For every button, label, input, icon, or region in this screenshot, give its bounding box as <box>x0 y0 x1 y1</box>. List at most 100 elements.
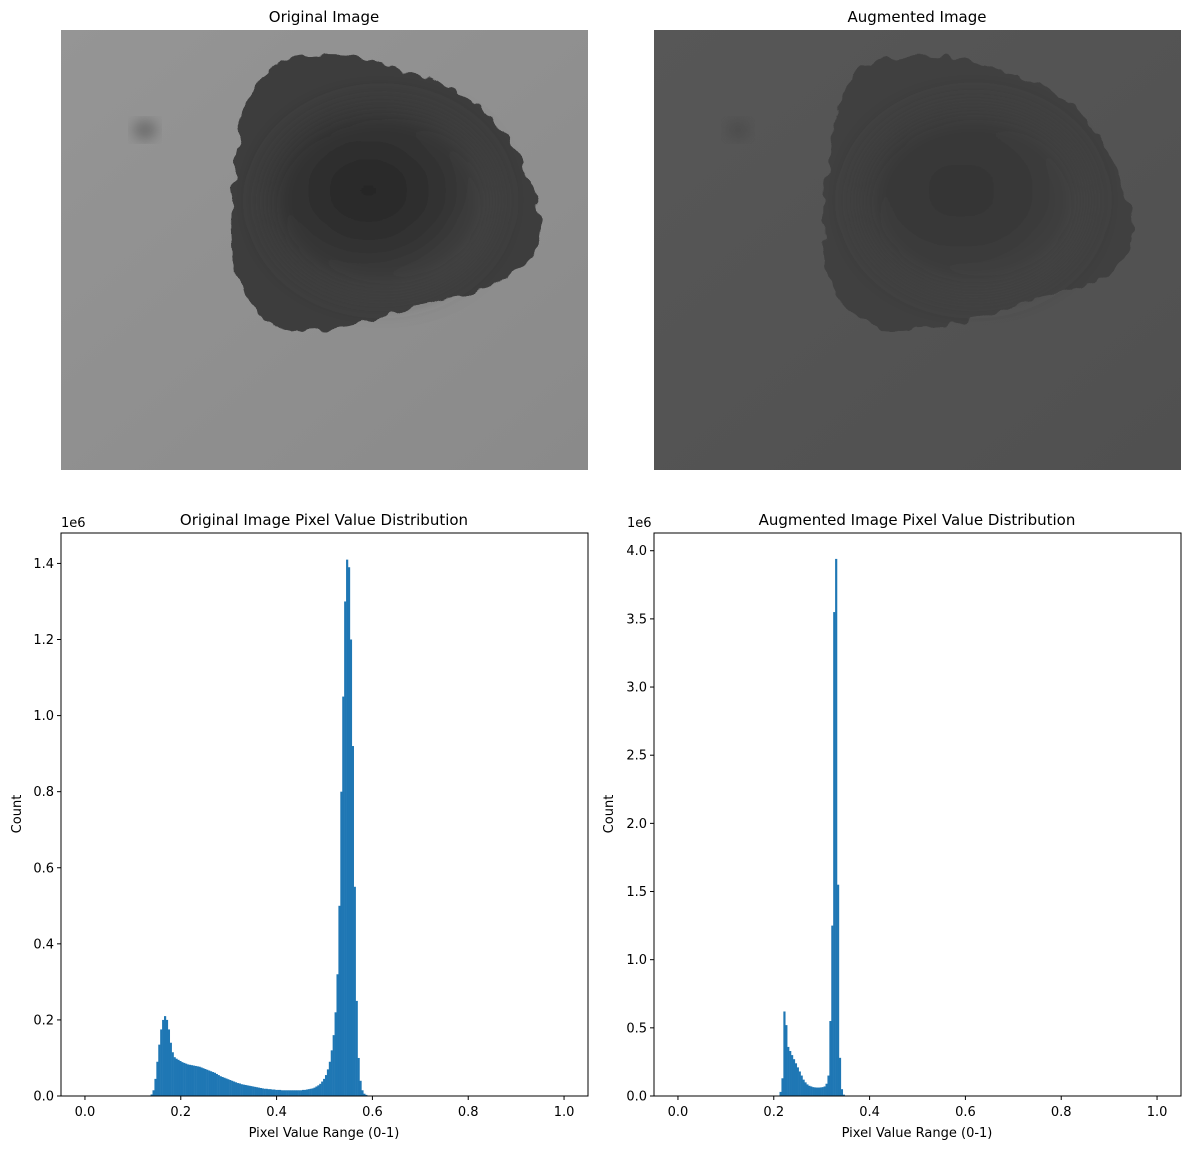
histogram-bar <box>309 1088 312 1096</box>
histogram-bar <box>206 1069 209 1096</box>
histogram-bar <box>812 1087 815 1096</box>
histogram-bar <box>808 1085 811 1096</box>
histogram-bar <box>190 1065 194 1096</box>
histogram-bar <box>259 1088 263 1096</box>
original-cell-cluster <box>133 55 541 331</box>
histogram-bar <box>338 905 341 1096</box>
histogram-bar <box>829 1021 832 1096</box>
histogram-bar <box>300 1090 303 1096</box>
original-image <box>61 30 588 470</box>
histogram-bar <box>313 1087 316 1096</box>
histogram-bar <box>213 1072 217 1096</box>
original-image-panel: Original Image <box>61 8 588 470</box>
histogram-bar <box>275 1089 278 1096</box>
histogram-bar <box>311 1088 314 1096</box>
histogram-bar <box>204 1068 207 1096</box>
histogram-bar <box>236 1083 240 1096</box>
histogram-bar <box>294 1090 297 1096</box>
histogram-bar <box>192 1065 195 1096</box>
histogram-bar <box>250 1086 253 1096</box>
augmented-cell-cluster <box>726 55 1134 331</box>
augmented-histogram-x-ticks: 0.0 0.2 0.4 0.6 0.8 1.0 <box>668 1096 1168 1120</box>
augmented-histogram: Augmented Image Pixel Value Distribution… <box>602 511 1182 1141</box>
original-image-title: Original Image <box>269 8 379 26</box>
histogram-bar <box>303 1089 307 1096</box>
x-tick-label: 1.0 <box>554 1105 575 1120</box>
histogram-bar <box>167 1029 171 1096</box>
histogram-bar <box>334 1012 337 1096</box>
histogram-bar <box>804 1082 807 1096</box>
x-tick-label: 0.4 <box>266 1105 287 1120</box>
histogram-bar <box>351 746 354 1096</box>
histogram-bar <box>814 1087 817 1096</box>
histogram-bar <box>252 1086 255 1096</box>
x-tick-label: 1.0 <box>1147 1105 1168 1120</box>
histogram-bar <box>175 1058 178 1096</box>
histogram-bar <box>187 1064 190 1096</box>
histogram-bar <box>359 1080 362 1096</box>
histogram-bar <box>837 884 840 1096</box>
histogram-bar <box>232 1081 236 1096</box>
histogram-bar <box>323 1078 326 1096</box>
histogram-bar <box>332 1035 335 1096</box>
histogram-bar <box>183 1062 186 1096</box>
histogram-bar <box>156 1061 159 1096</box>
y-tick-label: 3.0 <box>626 681 647 696</box>
histogram-bar <box>150 1094 153 1096</box>
histogram-bar <box>317 1085 320 1096</box>
histogram-bar <box>288 1090 291 1096</box>
histogram-bar <box>342 696 345 1096</box>
histogram-bar <box>282 1090 285 1096</box>
histogram-bar <box>363 1093 366 1096</box>
x-tick-label: 0.6 <box>955 1105 976 1120</box>
augmented-histogram-y-label: Count <box>602 795 617 834</box>
histogram-bar <box>319 1083 322 1096</box>
y-tick-label: 0.0 <box>33 1090 54 1105</box>
histogram-bar <box>244 1084 247 1096</box>
histogram-bar <box>164 1016 167 1096</box>
y-tick-label: 1.4 <box>33 557 54 572</box>
histogram-bar <box>361 1090 364 1096</box>
histogram-bar <box>234 1082 238 1096</box>
y-tick-label: 0.4 <box>33 937 54 952</box>
histogram-bar <box>202 1068 205 1096</box>
histogram-bar <box>152 1090 155 1096</box>
histogram-bar <box>265 1088 268 1096</box>
augmented-image <box>654 30 1181 470</box>
augmented-histogram-scale-label: 1e6 <box>627 516 652 531</box>
histogram-bar <box>835 558 838 1096</box>
histogram-bar <box>240 1084 243 1096</box>
histogram-bar <box>273 1089 276 1096</box>
histogram-bar <box>355 1000 358 1096</box>
histogram-bar <box>785 1025 788 1096</box>
y-tick-label: 1.2 <box>33 633 54 648</box>
histogram-bar <box>286 1090 289 1096</box>
y-tick-label: 2.0 <box>626 817 647 832</box>
histogram-bar <box>842 1094 845 1096</box>
histogram-bar <box>794 1063 798 1096</box>
histogram-bar <box>162 1019 165 1096</box>
x-tick-label: 0.0 <box>75 1105 96 1120</box>
x-tick-label: 0.0 <box>668 1105 689 1120</box>
histogram-bar <box>271 1089 274 1096</box>
histogram-bar <box>154 1078 157 1096</box>
histogram-bar <box>173 1057 176 1096</box>
histogram-bar <box>179 1061 182 1096</box>
histogram-bar <box>798 1071 801 1096</box>
histogram-bar <box>284 1090 287 1096</box>
histogram-bar <box>171 1052 174 1096</box>
histogram-bar <box>796 1067 799 1096</box>
histogram-bar <box>255 1087 259 1096</box>
histogram-bar <box>347 567 351 1096</box>
histogram-bar <box>225 1078 228 1096</box>
histogram-bar <box>806 1084 809 1096</box>
augmented-histogram-x-label: Pixel Value Range (0-1) <box>842 1126 993 1141</box>
histogram-bar <box>307 1089 310 1096</box>
histogram-bar <box>301 1089 305 1096</box>
histogram-bar <box>231 1080 234 1096</box>
augmented-histogram-title: Augmented Image Pixel Value Distribution <box>759 511 1076 529</box>
histogram-bar <box>211 1072 215 1096</box>
histogram-bar <box>349 639 353 1096</box>
histogram-bar <box>321 1081 324 1096</box>
original-histogram-y-ticks: 0.0 0.2 0.4 0.6 0.8 1.0 1.2 1.4 <box>33 557 61 1105</box>
